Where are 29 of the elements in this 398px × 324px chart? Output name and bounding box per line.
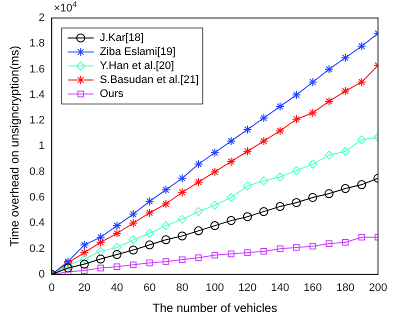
y-tick-label: 0 <box>38 268 45 280</box>
legend-label: Y.Han et al.[20] <box>100 60 174 72</box>
y-axis-title: Time overhead on unsigncryption(ms) <box>8 46 22 247</box>
y-tick-label: 0.6 <box>29 192 45 204</box>
x-tick-label: 0 <box>48 282 55 294</box>
x-tick-label: 180 <box>336 282 355 294</box>
legend-label: J.Kar[18] <box>100 32 144 44</box>
y-tick-label: 0.4 <box>29 217 45 230</box>
x-tick-label: 100 <box>206 282 224 294</box>
x-tick-label: 120 <box>238 282 257 294</box>
y-tick-label: 1.4 <box>29 88 45 101</box>
x-tick-label: 60 <box>143 282 156 294</box>
y-tick-label: 0.8 <box>29 166 45 178</box>
x-tick-label: 40 <box>110 282 124 294</box>
legend-label: Ziba Eslami[19] <box>100 46 176 58</box>
x-axis-title: The number of vehicles <box>152 301 278 316</box>
y-tick-label: 2 <box>38 12 45 24</box>
legend-label: S.Basudan et al.[21] <box>100 74 199 86</box>
y-tick-label: 0.2 <box>29 242 45 255</box>
x-tick-label: 160 <box>304 282 322 294</box>
x-tick-label: 200 <box>368 282 388 294</box>
y-tick-label: 1.2 <box>29 114 45 127</box>
x-tick-label: 80 <box>176 282 188 294</box>
y-tick-label: 1.8 <box>29 38 45 50</box>
legend-label: Ours <box>100 88 124 100</box>
x-tick-label: 20 <box>78 282 90 294</box>
y-tick-label: 1 <box>38 140 45 152</box>
y-tick-label: 1.6 <box>29 63 45 76</box>
x-tick-label: 140 <box>270 282 290 294</box>
